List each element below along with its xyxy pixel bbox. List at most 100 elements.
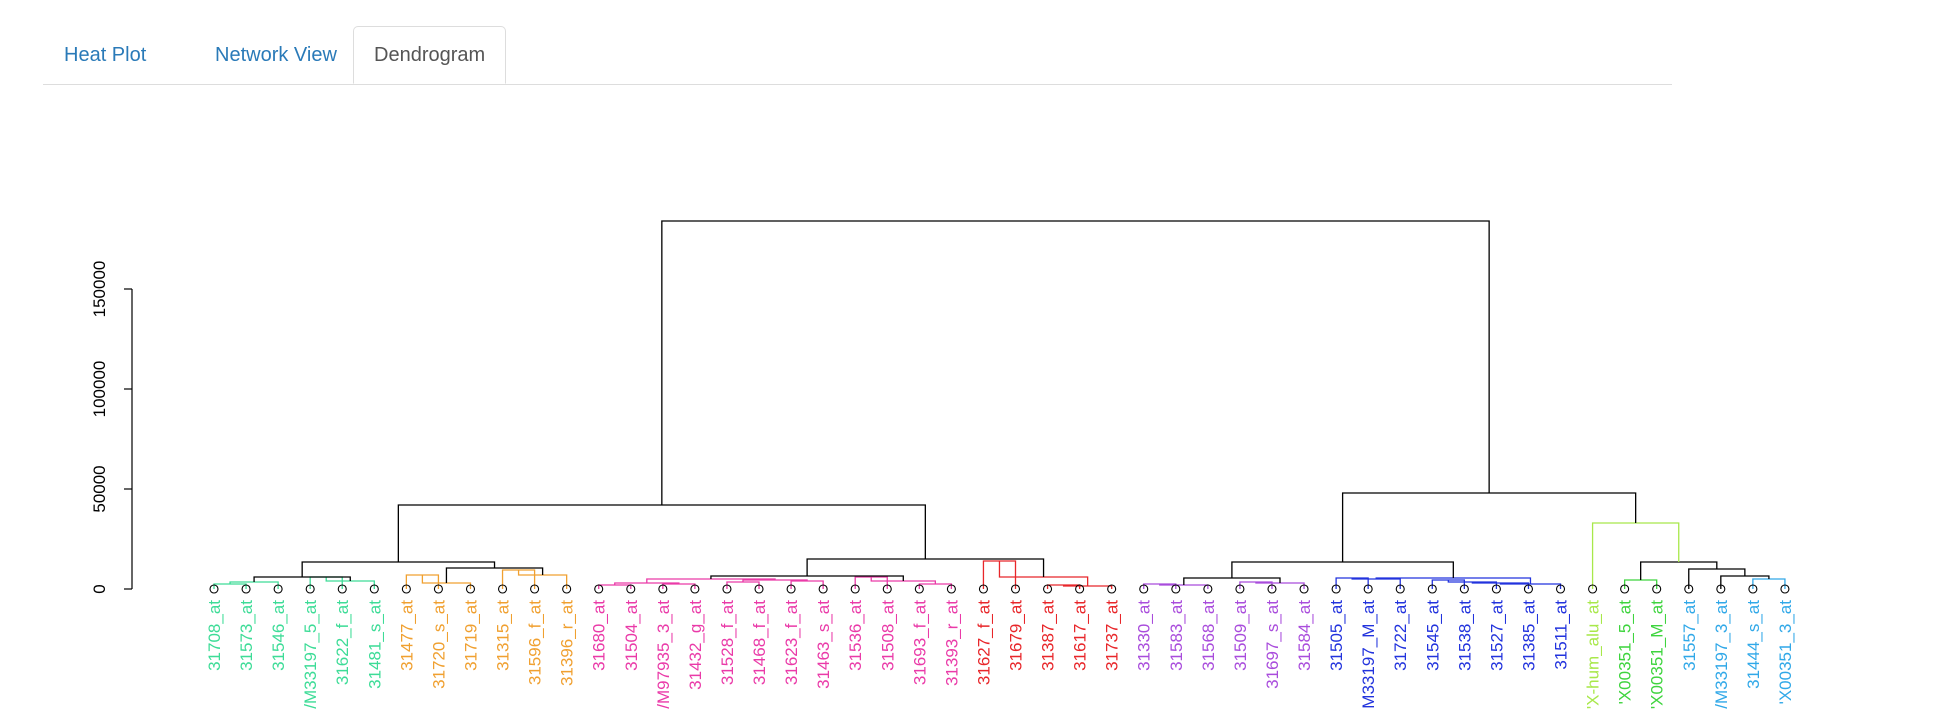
leaf-marker	[1620, 584, 1630, 594]
leaf-label: 31623_f_at	[782, 600, 801, 685]
leaf-label: 31617_at	[1071, 600, 1090, 671]
dendrogram-link	[397, 504, 926, 562]
leaf-marker	[1523, 584, 1534, 594]
y-tick-label: 100000	[90, 361, 109, 418]
leaf-label: 31568_at	[1199, 600, 1218, 671]
leaf-marker	[882, 584, 892, 594]
dendrogram-link	[661, 220, 1490, 505]
leaf-label: 31557_at	[1680, 600, 1699, 671]
dendrogram-link	[726, 581, 760, 589]
leaf-label: 31622_f_at	[333, 600, 352, 685]
leaf-label: 31536_at	[846, 600, 865, 671]
leaf-label: 31387_at	[1039, 600, 1058, 671]
dendrogram-link	[1623, 579, 1658, 589]
leaf-marker	[1299, 584, 1309, 594]
leaf-marker	[1203, 584, 1213, 594]
leaf-marker	[305, 584, 315, 594]
leaf-label: 31722_at	[1391, 600, 1410, 671]
leaf-label: 31583_at	[1167, 600, 1186, 671]
leaf-label: 31509_at	[1231, 600, 1250, 671]
leaf-label: M33197_M_at	[1359, 600, 1378, 709]
leaf-label: 31315_at	[494, 600, 513, 671]
leaf-marker	[626, 584, 636, 594]
leaf-label: 'X00351_3_at	[1776, 600, 1795, 705]
dendrogram-link	[1752, 578, 1786, 589]
leaf-label: 31393_r_at	[942, 600, 961, 686]
leaf-marker	[1780, 584, 1790, 594]
dendrogram-link	[1341, 492, 1637, 562]
leaf-label: 31573_at	[237, 600, 256, 671]
leaf-label: /M33197_3_at	[1712, 600, 1731, 709]
dendrogram-link	[213, 583, 247, 589]
dendrogram-link	[806, 558, 1045, 577]
dendrogram-leaves: 31708_at 31573_at 31546_at/M33197_5_at 3162…	[205, 584, 1795, 709]
dendrogram-link	[1591, 522, 1680, 589]
leaf-label: 31511_at	[1552, 600, 1571, 670]
tab-heat-plot[interactable]: Heat Plot	[64, 44, 147, 66]
leaf-label: 31508_at	[878, 600, 897, 671]
leaf-label: 31737_at	[1103, 600, 1122, 671]
y-tick-label: 150000	[90, 261, 109, 318]
leaf-marker	[1748, 584, 1758, 594]
leaf-label: 31693_f_at	[910, 600, 929, 685]
leaf-marker	[497, 584, 508, 594]
leaf-label: 31432_g_at	[686, 600, 705, 690]
leaf-label: 31627_f_at	[974, 600, 993, 685]
leaf-marker	[562, 584, 572, 594]
leaf-label: /M97935_3_at	[654, 600, 673, 709]
leaf-label: 31396_r_at	[558, 600, 577, 686]
leaf-marker	[946, 584, 956, 594]
dendrogram-link	[918, 583, 953, 589]
leaf-marker	[1395, 584, 1405, 594]
leaf-marker	[1107, 584, 1117, 594]
dendrogram-link	[229, 581, 279, 589]
leaf-label: 'X00351_5_at	[1616, 600, 1635, 705]
leaf-marker	[433, 584, 443, 594]
leaf-marker	[1427, 584, 1437, 594]
leaf-label: 31504_at	[622, 600, 641, 671]
leaf-marker	[594, 584, 604, 594]
leaf-label: 31538_at	[1455, 600, 1474, 671]
leaf-label: /M33197_5_at	[301, 600, 320, 709]
leaf-label: 31596_f_at	[526, 600, 545, 685]
leaf-marker	[658, 584, 668, 594]
leaf-label: 31330_at	[1135, 600, 1154, 671]
leaf-marker	[241, 584, 251, 594]
tab-network-view[interactable]: Network View	[215, 44, 337, 66]
leaf-marker	[1171, 584, 1181, 594]
dendrogram-link	[1688, 568, 1746, 589]
y-tick-label: 50000	[90, 465, 109, 512]
dendrogram-link	[662, 583, 696, 589]
leaf-label: 31584_at	[1295, 600, 1314, 671]
dendrogram-link	[301, 561, 496, 577]
dendrogram-link	[1640, 561, 1718, 580]
leaf-marker	[1588, 584, 1598, 594]
tab-dendrogram[interactable]: Dendrogram	[353, 26, 507, 84]
leaf-label: 31481_s_at	[365, 600, 384, 689]
leaf-label: 'X00351_M_at	[1648, 600, 1667, 709]
leaf-marker	[1331, 584, 1341, 594]
leaf-marker	[1716, 584, 1726, 594]
dendrogram-link	[1720, 575, 1770, 589]
tab-bar: Heat Plot Network View Dendrogram	[43, 26, 1672, 85]
leaf-label: 31719_at	[461, 600, 480, 671]
leaf-label: 'X-hum_alu_at	[1584, 600, 1603, 709]
leaf-label: 31444_s_at	[1744, 600, 1763, 689]
dendrogram-link	[1231, 561, 1454, 578]
leaf-label: 31697_s_at	[1263, 600, 1282, 689]
leaf-marker	[818, 584, 828, 594]
dendrogram-link	[1351, 578, 1401, 589]
leaf-marker	[722, 584, 732, 594]
leaf-label: 31708_at	[205, 600, 224, 671]
leaf-marker	[1555, 584, 1566, 594]
leaf-marker	[786, 584, 796, 594]
leaf-label: 31463_s_at	[814, 600, 833, 689]
leaf-marker	[1043, 584, 1053, 594]
dendrogram-link	[598, 584, 632, 589]
leaf-label: 31545_at	[1423, 600, 1442, 671]
leaf-marker	[1139, 584, 1149, 594]
leaf-label: 31679_at	[1007, 600, 1026, 671]
leaf-marker	[1459, 584, 1469, 594]
leaf-marker	[1267, 584, 1277, 594]
